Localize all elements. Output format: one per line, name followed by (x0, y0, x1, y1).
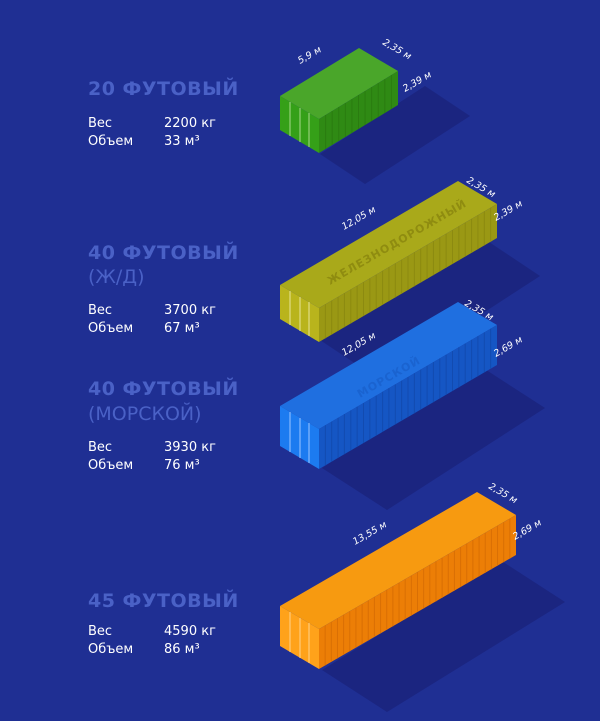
weight-label: Вес (88, 116, 113, 131)
door-ridges (289, 102, 310, 147)
weight-value: 2200 кг (164, 116, 216, 131)
volume-label: Объем (88, 321, 134, 336)
door-ridges (289, 412, 310, 463)
top-face (280, 492, 516, 629)
volume-value: 67 м³ (164, 321, 200, 336)
weight-label: Вес (88, 624, 113, 639)
weight-label: Вес (88, 440, 113, 455)
door-ridges (289, 612, 310, 663)
weight-value: 4590 кг (164, 624, 216, 639)
weight-value: 3930 кг (164, 440, 216, 455)
length-label: 5,9 м (296, 44, 323, 66)
volume-value: 86 м³ (164, 642, 200, 657)
door-ridges (289, 291, 310, 336)
volume-value: 33 м³ (164, 134, 200, 149)
volume-label: Объем (88, 642, 134, 657)
volume-label: Объем (88, 134, 134, 149)
title-40ft-sea: 40 ФУТОВЫЙ (88, 378, 239, 400)
container-20ft: 5,9 м 2,35 м 2,39 м (280, 37, 470, 184)
top-face (280, 181, 497, 308)
shadow (320, 236, 540, 380)
length-label: 12,05 м (340, 204, 378, 232)
height-label: 2,39 м (492, 198, 525, 223)
title-20ft: 20 ФУТОВЫЙ (88, 78, 239, 100)
subtitle-rail: (Ж/Д) (88, 266, 145, 288)
title-40ft-rail: 40 ФУТОВЫЙ (88, 242, 239, 264)
container-40ft-sea: МОРСКОЙ 12,05 м 2,35 м 2,69 м (280, 298, 545, 510)
length-label: 13,55 м (351, 519, 389, 547)
weight-label: Вес (88, 303, 113, 318)
width-label: 2,35 м (381, 37, 414, 62)
top-face (280, 48, 398, 119)
top-face (280, 302, 497, 429)
title-45ft: 45 ФУТОВЫЙ (88, 590, 239, 612)
volume-label: Объем (88, 458, 134, 473)
volume-value: 76 м³ (164, 458, 200, 473)
shadow (320, 86, 470, 184)
container-45ft: 13,55 м 2,35 м 2,69 м (280, 481, 565, 712)
subtitle-sea: (МОРСКОЙ) (88, 403, 202, 425)
weight-value: 3700 кг (164, 303, 216, 318)
shadow (322, 560, 565, 712)
shadow (322, 366, 545, 510)
